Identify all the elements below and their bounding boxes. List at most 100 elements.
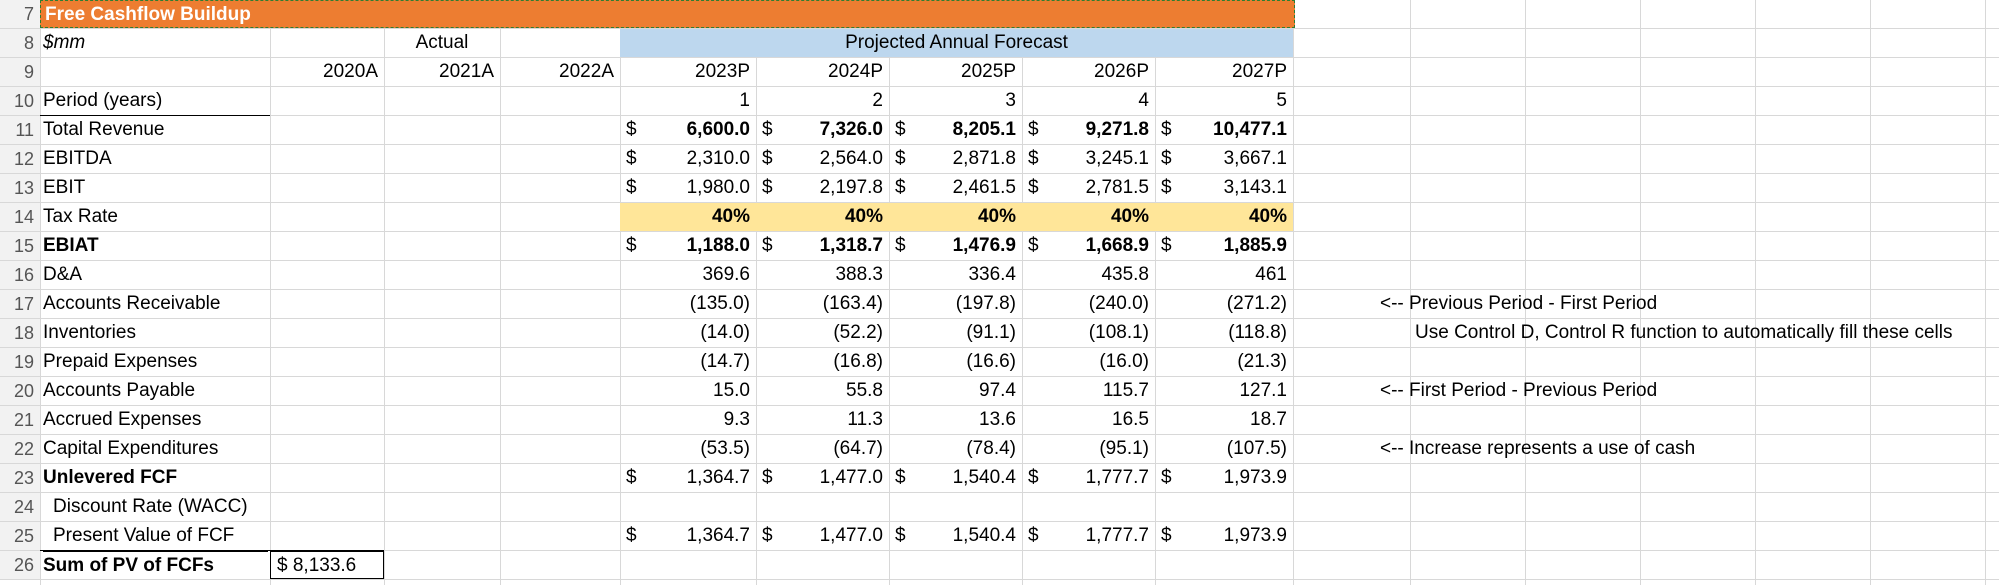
period-label[interactable]: Period (years) bbox=[43, 90, 163, 111]
row-header[interactable]: 14 bbox=[0, 203, 40, 232]
value-cell[interactable] bbox=[620, 493, 756, 521]
value-cell[interactable]: 3,667.1 bbox=[1223, 148, 1287, 169]
note-capex[interactable]: <-- Increase represents a use of cash bbox=[1380, 438, 1696, 459]
value-cell[interactable]: (78.4) bbox=[966, 438, 1016, 459]
dollar-sign[interactable]: $ bbox=[1161, 235, 1172, 256]
value-cell[interactable]: (240.0) bbox=[1088, 293, 1149, 314]
value-cell[interactable]: (16.8) bbox=[833, 351, 883, 372]
row-label[interactable]: Accounts Receivable bbox=[43, 293, 221, 314]
value-cell[interactable]: (197.8) bbox=[955, 293, 1016, 314]
value-cell[interactable]: 2,871.8 bbox=[952, 148, 1016, 169]
dollar-sign[interactable]: $ bbox=[895, 119, 906, 140]
row-header[interactable]: 26 bbox=[0, 551, 40, 580]
row-header[interactable]: 23 bbox=[0, 464, 40, 493]
value-cell[interactable] bbox=[620, 551, 756, 579]
row-header[interactable]: 10 bbox=[0, 87, 40, 116]
year-header[interactable]: 2022A bbox=[559, 61, 614, 82]
value-cell[interactable]: 13.6 bbox=[979, 409, 1016, 430]
row-label[interactable]: Accrued Expenses bbox=[43, 409, 202, 430]
dollar-sign[interactable]: $ bbox=[1028, 148, 1039, 169]
value-cell[interactable]: 3,143.1 bbox=[1223, 177, 1287, 198]
row-header[interactable]: 16 bbox=[0, 261, 40, 290]
row-header[interactable]: 13 bbox=[0, 174, 40, 203]
row-header[interactable]: 8 bbox=[0, 29, 40, 58]
row-header[interactable]: 9 bbox=[0, 58, 40, 87]
row-header[interactable]: 15 bbox=[0, 232, 40, 261]
value-cell[interactable]: 11.3 bbox=[847, 409, 883, 430]
dollar-sign[interactable]: $ bbox=[762, 525, 773, 546]
value-cell[interactable]: (95.1) bbox=[1099, 438, 1149, 459]
dollar-sign[interactable]: $ bbox=[895, 467, 906, 488]
row-label[interactable]: Tax Rate bbox=[43, 206, 118, 227]
dollar-sign[interactable]: $ bbox=[895, 148, 906, 169]
row-header[interactable]: 11 bbox=[0, 116, 40, 145]
value-cell[interactable]: (14.7) bbox=[700, 351, 750, 372]
value-cell[interactable]: (271.2) bbox=[1226, 293, 1287, 314]
value-cell[interactable]: 1,885.9 bbox=[1223, 235, 1287, 256]
value-cell[interactable] bbox=[889, 493, 1022, 521]
value-cell[interactable]: 1,777.7 bbox=[1085, 467, 1149, 488]
value-cell[interactable]: (91.1) bbox=[966, 322, 1016, 343]
period-value[interactable]: 1 bbox=[739, 90, 750, 111]
value-cell[interactable]: 1,364.7 bbox=[686, 467, 750, 488]
dollar-sign[interactable]: $ bbox=[626, 119, 637, 140]
actual-header[interactable]: Actual bbox=[415, 32, 469, 53]
row-label[interactable]: EBIAT bbox=[43, 235, 99, 256]
row-header[interactable]: 19 bbox=[0, 348, 40, 377]
row-label[interactable]: Capital Expenditures bbox=[43, 438, 219, 459]
value-cell[interactable] bbox=[1155, 551, 1293, 579]
year-header[interactable]: 2026P bbox=[1094, 61, 1149, 82]
row-header[interactable]: 25 bbox=[0, 522, 40, 551]
value-cell[interactable]: 1,318.7 bbox=[819, 235, 883, 256]
row-label[interactable]: Inventories bbox=[43, 322, 136, 343]
value-cell[interactable]: 1,973.9 bbox=[1223, 467, 1287, 488]
dollar-sign[interactable]: $ bbox=[626, 467, 637, 488]
dollar-sign[interactable]: $ bbox=[1161, 148, 1172, 169]
dollar-sign[interactable]: $ bbox=[626, 525, 637, 546]
note-fill[interactable]: Use Control D, Control R function to aut… bbox=[1415, 322, 1953, 343]
value-cell[interactable] bbox=[1022, 493, 1155, 521]
dollar-sign[interactable]: $ bbox=[1028, 467, 1039, 488]
row-label[interactable]: Accounts Payable bbox=[43, 380, 196, 401]
row-label[interactable]: EBITDA bbox=[43, 148, 112, 169]
value-cell[interactable]: 9,271.8 bbox=[1085, 119, 1149, 140]
value-cell[interactable]: 115.7 bbox=[1102, 380, 1149, 401]
value-cell[interactable]: 7,326.0 bbox=[819, 119, 883, 140]
value-cell[interactable]: 10,477.1 bbox=[1213, 119, 1287, 140]
dollar-sign[interactable]: $ bbox=[626, 177, 637, 198]
row-label[interactable]: Discount Rate (WACC) bbox=[53, 496, 248, 517]
value-cell[interactable]: 388.3 bbox=[835, 264, 883, 285]
row-header[interactable]: 12 bbox=[0, 145, 40, 174]
value-cell[interactable]: 1,364.7 bbox=[686, 525, 750, 546]
dollar-sign[interactable]: $ bbox=[1028, 235, 1039, 256]
value-cell[interactable]: 1,188.0 bbox=[686, 235, 750, 256]
dollar-sign[interactable]: $ bbox=[1161, 119, 1172, 140]
sum-pv-value[interactable]: $ 8,133.6 bbox=[270, 551, 384, 579]
row-header[interactable]: 20 bbox=[0, 377, 40, 406]
value-cell[interactable]: 40% bbox=[889, 203, 1022, 231]
value-cell[interactable]: (118.8) bbox=[1228, 322, 1287, 343]
value-cell[interactable]: (64.7) bbox=[833, 438, 883, 459]
period-value[interactable]: 2 bbox=[872, 90, 883, 111]
note-ar[interactable]: <-- Previous Period - First Period bbox=[1380, 293, 1658, 314]
value-cell[interactable]: 97.4 bbox=[979, 380, 1016, 401]
value-cell[interactable]: 2,461.5 bbox=[952, 177, 1016, 198]
note-ap[interactable]: <-- First Period - Previous Period bbox=[1380, 380, 1658, 401]
value-cell[interactable]: (16.0) bbox=[1099, 351, 1149, 372]
value-cell[interactable]: 2,310.0 bbox=[686, 148, 750, 169]
value-cell[interactable]: (163.4) bbox=[822, 293, 883, 314]
value-cell[interactable]: 18.7 bbox=[1250, 409, 1287, 430]
value-cell[interactable]: 336.4 bbox=[968, 264, 1016, 285]
title-cell[interactable]: Free Cashflow Buildup bbox=[40, 0, 1295, 28]
row-label[interactable]: Sum of PV of FCFs bbox=[43, 551, 268, 579]
dollar-sign[interactable]: $ bbox=[1161, 177, 1172, 198]
dollar-sign[interactable]: $ bbox=[1161, 467, 1172, 488]
value-cell[interactable]: 16.5 bbox=[1112, 409, 1149, 430]
year-header[interactable]: 2027P bbox=[1232, 61, 1287, 82]
value-cell[interactable]: (107.5) bbox=[1226, 438, 1287, 459]
value-cell[interactable]: 8,205.1 bbox=[952, 119, 1016, 140]
value-cell[interactable]: 1,777.7 bbox=[1085, 525, 1149, 546]
value-cell[interactable]: 3,245.1 bbox=[1085, 148, 1149, 169]
row-header[interactable]: 21 bbox=[0, 406, 40, 435]
